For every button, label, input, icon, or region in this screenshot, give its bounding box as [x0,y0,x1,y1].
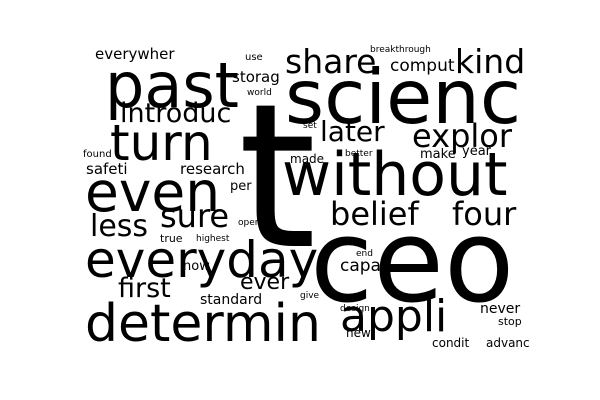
word-condit: condit [432,336,470,350]
word-made: made [290,152,325,166]
word-open: open [238,218,261,228]
word-t: t [238,61,317,294]
word-design: design [340,304,370,314]
word-belief: belief [330,195,419,233]
word-new: new [346,326,371,340]
word-make: make [420,147,456,162]
word-capac: capac [340,256,391,276]
word-true: true [160,232,183,245]
word-everyday: everyday [85,231,319,289]
word-ever: ever [240,270,290,295]
word-give: give [300,291,320,301]
word-better: better [345,149,373,159]
word-per: per [230,179,252,194]
word-standard: standard [200,292,263,308]
word-kind: kind [455,42,526,81]
word-never: never [480,301,521,317]
word-explor: explor [412,117,512,155]
word-scienc: scienc [285,53,522,141]
word-highest: highest [196,234,230,244]
word-share: share [285,42,377,81]
word-sure: sure [160,197,230,235]
word-research: research [180,160,245,178]
word-safeti: safeti [86,160,128,178]
word-everywher: everywher [95,45,175,63]
word-turn: turn [110,114,213,172]
word-without: without [282,140,508,210]
word-comput: comput [390,56,455,76]
word-stop: stop [498,315,522,328]
word-introduc: introduc [120,98,232,129]
word-past: past [105,49,239,122]
word-appli: appli [340,291,448,342]
word-found: found [83,149,112,160]
word-determin: determin [85,294,321,354]
word-later: later [320,115,385,148]
word-ceo: ceo [310,195,515,329]
word-storag: storag [232,68,280,86]
word-now: now [183,259,210,274]
word-advanc: advanc [486,336,530,350]
word-less: less [90,209,149,244]
word-first: first [118,273,171,304]
word-even: even [85,160,221,224]
word-end: end [356,249,373,259]
word-use: use [245,52,263,63]
word-year: year [462,144,492,159]
word-breakthrough: breakthrough [370,45,431,55]
word-set: set [303,121,317,131]
word-world: world [247,88,272,98]
word-four: four [452,195,517,233]
